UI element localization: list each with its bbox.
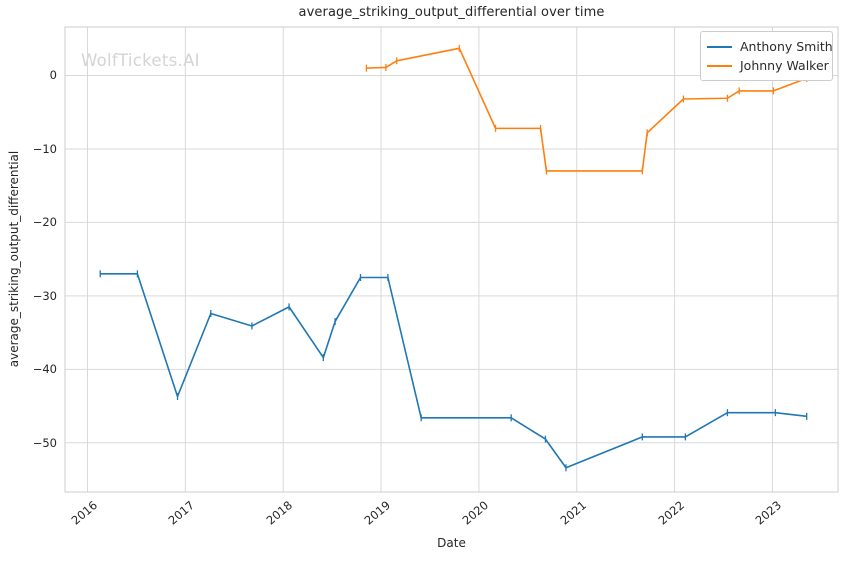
y-tick-label: −10 bbox=[32, 141, 57, 156]
y-tick-label: −30 bbox=[32, 288, 57, 303]
legend-item-johnny-walker: Johnny Walker bbox=[707, 56, 829, 75]
series-line-anthony-smith bbox=[100, 273, 807, 469]
legend-item-label: Anthony Smith bbox=[740, 39, 833, 54]
watermark-wolftickets: WolfTickets.AI bbox=[81, 51, 200, 70]
y-tick-label: −50 bbox=[32, 435, 57, 450]
legend-item-anthony-smith: Anthony Smith bbox=[707, 37, 833, 56]
x-axis-label: Date bbox=[437, 536, 466, 550]
legend-line-sample-johnny-walker bbox=[707, 64, 732, 67]
legend-line-sample-anthony-smith bbox=[707, 45, 732, 48]
y-tick-label: 0 bbox=[49, 68, 57, 83]
legend-item-label: Johnny Walker bbox=[740, 58, 829, 73]
y-tick-label: −40 bbox=[32, 362, 57, 377]
series-line-johnny-walker bbox=[366, 47, 807, 172]
chart-title: average_striking_output_differential ove… bbox=[298, 5, 605, 20]
y-axis-label: average_striking_output_differential bbox=[7, 150, 21, 368]
y-tick-label: −20 bbox=[32, 215, 57, 230]
legend: Anthony Smith Johnny Walker bbox=[700, 31, 833, 81]
plot-area bbox=[64, 26, 839, 493]
